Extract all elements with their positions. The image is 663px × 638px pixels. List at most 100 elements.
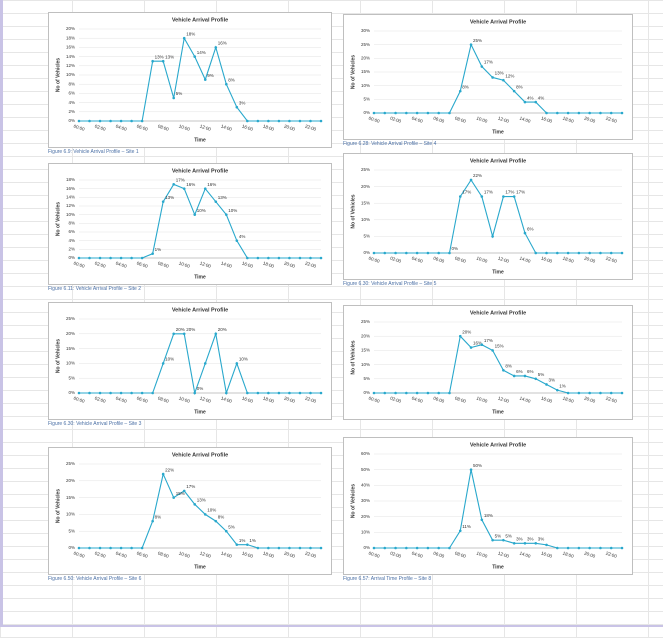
x-tick-label: 10:00 bbox=[476, 551, 489, 559]
data-label: 13% bbox=[218, 195, 227, 200]
x-tick-label: 12:00 bbox=[497, 256, 510, 264]
x-tick-label: 08:00 bbox=[157, 124, 170, 132]
x-tick-label: 02:00 bbox=[390, 116, 403, 124]
data-point bbox=[203, 362, 207, 365]
data-point bbox=[277, 256, 281, 260]
data-point bbox=[225, 82, 228, 86]
data-point bbox=[288, 119, 291, 123]
data-label: 50% bbox=[473, 463, 482, 468]
data-point bbox=[609, 546, 613, 550]
y-axis-label: No of Vehicles bbox=[350, 55, 356, 89]
series-line bbox=[374, 335, 622, 394]
data-point bbox=[256, 391, 260, 395]
data-label: 10% bbox=[228, 208, 237, 213]
data-label: 10% bbox=[165, 357, 174, 362]
data-point bbox=[491, 349, 494, 352]
data-point bbox=[372, 546, 376, 550]
data-label: 3% bbox=[538, 536, 545, 541]
data-point bbox=[172, 496, 175, 499]
y-axis-label: No of Vehicles bbox=[350, 484, 356, 518]
y-tick-label: 10% bbox=[361, 83, 370, 88]
data-point bbox=[372, 251, 376, 255]
x-tick-label: 00:00 bbox=[368, 396, 381, 404]
data-point bbox=[172, 332, 175, 336]
data-point bbox=[256, 256, 260, 260]
data-point bbox=[119, 119, 123, 123]
data-point bbox=[523, 100, 527, 104]
data-point bbox=[235, 105, 239, 109]
data-point bbox=[469, 468, 473, 471]
chart-title: Vehicle Arrival Profile bbox=[172, 452, 228, 458]
data-label: 20% bbox=[462, 329, 471, 334]
x-tick-label: 02:00 bbox=[390, 396, 403, 404]
data-point bbox=[267, 256, 270, 260]
x-tick-label: 20:00 bbox=[584, 116, 597, 124]
data-point bbox=[88, 119, 91, 123]
x-tick-label: 04:00 bbox=[411, 396, 424, 404]
x-tick-label: 00:00 bbox=[368, 551, 381, 559]
data-point bbox=[277, 391, 281, 395]
data-point bbox=[98, 546, 102, 550]
y-tick-label: 20% bbox=[66, 26, 75, 31]
y-tick-label: 10% bbox=[361, 217, 370, 222]
data-point bbox=[491, 76, 494, 79]
data-point bbox=[267, 546, 270, 550]
chart-title: Vehicle Arrival Profile bbox=[172, 168, 228, 174]
data-point bbox=[130, 256, 133, 260]
data-point bbox=[256, 546, 260, 550]
y-tick-label: 15% bbox=[66, 346, 75, 351]
data-point bbox=[512, 374, 516, 378]
y-tick-label: 18% bbox=[66, 35, 75, 40]
data-point bbox=[566, 391, 570, 395]
data-point bbox=[502, 538, 505, 542]
x-tick-label: 10:00 bbox=[476, 396, 489, 404]
y-tick-label: 18% bbox=[66, 177, 75, 182]
data-point bbox=[620, 251, 624, 255]
x-tick-label: 22:00 bbox=[304, 551, 317, 559]
chart-title: Vehicle Arrival Profile bbox=[172, 17, 228, 23]
y-tick-label: 20% bbox=[361, 333, 370, 338]
data-point bbox=[203, 513, 207, 516]
data-label: 17% bbox=[484, 190, 493, 195]
data-point bbox=[491, 235, 494, 238]
series-line bbox=[79, 331, 321, 396]
data-point bbox=[577, 546, 581, 550]
data-point bbox=[426, 546, 430, 550]
data-label: 10% bbox=[207, 508, 216, 513]
data-label: 16% bbox=[473, 341, 482, 346]
data-label: 25% bbox=[473, 38, 482, 43]
data-point bbox=[523, 374, 527, 378]
data-point bbox=[437, 111, 440, 115]
x-tick-label: 02:00 bbox=[390, 256, 403, 264]
x-tick-label: 18:00 bbox=[262, 396, 275, 404]
figure-caption: Figure 6.9: Vehicle Arrival Profile – Si… bbox=[48, 149, 139, 155]
data-point bbox=[372, 391, 376, 395]
data-point bbox=[448, 546, 451, 550]
data-label: 5% bbox=[495, 533, 502, 538]
x-axis-label: Time bbox=[492, 564, 504, 570]
data-point bbox=[383, 546, 387, 550]
data-point bbox=[620, 546, 624, 550]
y-tick-label: 4% bbox=[68, 238, 75, 243]
data-point bbox=[512, 542, 516, 545]
data-point bbox=[458, 89, 462, 93]
x-tick-label: 22:00 bbox=[304, 396, 317, 404]
data-point bbox=[512, 89, 516, 93]
x-tick-label: 00:00 bbox=[73, 124, 86, 132]
x-tick-label: 22:00 bbox=[605, 551, 618, 559]
y-tick-label: 10% bbox=[361, 362, 370, 367]
figure-caption: Figure 6.57: Arrival Time Profile – Site… bbox=[343, 576, 432, 582]
data-point bbox=[109, 119, 112, 123]
x-tick-label: 12:00 bbox=[199, 396, 212, 404]
data-point bbox=[534, 100, 538, 104]
y-tick-label: 12% bbox=[66, 203, 75, 208]
data-point bbox=[182, 332, 186, 336]
chart-title: Vehicle Arrival Profile bbox=[470, 158, 526, 164]
data-point bbox=[172, 96, 175, 100]
x-tick-label: 14:00 bbox=[519, 116, 532, 124]
data-label: 11% bbox=[462, 524, 471, 529]
data-point bbox=[394, 546, 397, 550]
data-point bbox=[193, 391, 197, 395]
y-tick-label: 25% bbox=[66, 316, 75, 321]
data-point bbox=[140, 119, 144, 123]
